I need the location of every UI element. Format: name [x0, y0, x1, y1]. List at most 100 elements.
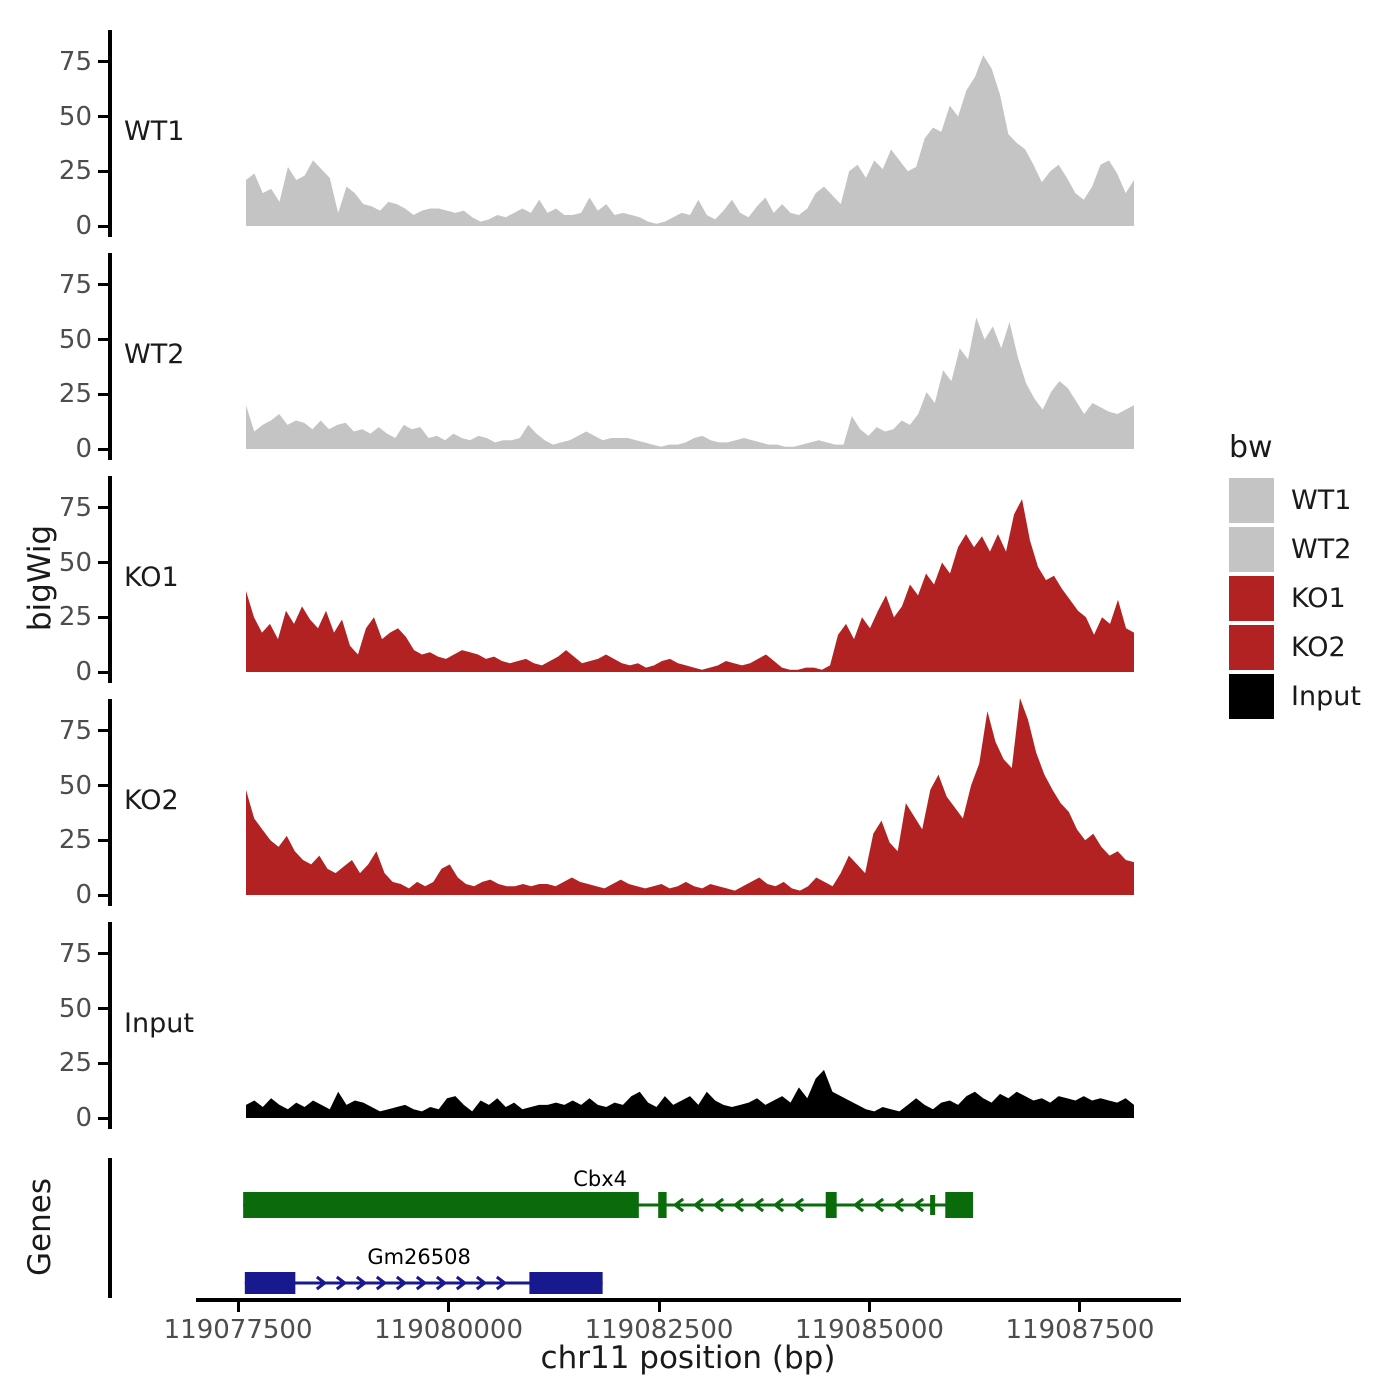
y-tick-label: 25	[58, 825, 92, 856]
strand-arrow	[375, 1275, 388, 1291]
gene-label-gm26508: Gm26508	[367, 1245, 471, 1269]
y-tick-label: 50	[58, 993, 92, 1024]
strand-arrow	[415, 1275, 428, 1291]
y-tick-label: 25	[58, 379, 92, 410]
y-tick	[98, 1007, 108, 1011]
gene-exon	[243, 1192, 639, 1218]
x-tick-label: 119085000	[795, 1315, 944, 1345]
area-wt1	[246, 55, 1134, 226]
gene-exon	[825, 1192, 837, 1218]
y-tick-label: 0	[75, 657, 92, 687]
strand-arrow	[692, 1197, 705, 1213]
y-tick	[98, 283, 108, 287]
y-tick-label: 50	[58, 324, 92, 355]
y-tick-label: 0	[75, 434, 92, 464]
gene-exon	[945, 1192, 974, 1218]
y-tick	[98, 338, 108, 342]
y-tick-label: 25	[58, 1048, 92, 1079]
x-tick	[868, 1302, 871, 1312]
y-tick-label: 25	[58, 602, 92, 633]
x-tick-label: 119080000	[374, 1315, 523, 1345]
y-tick	[98, 447, 108, 451]
legend-key-wt1	[1229, 478, 1274, 523]
track-label-wt2: WT2	[124, 339, 185, 370]
legend-label-wt1: WT1	[1291, 485, 1352, 516]
gene-exon-thin	[930, 1195, 936, 1215]
strand-arrow	[772, 1197, 785, 1213]
y-tick-label: 0	[75, 211, 92, 241]
y-tick	[98, 115, 108, 119]
y-tick-label: 75	[58, 938, 92, 969]
y-axis-line	[108, 30, 112, 237]
gene-exon	[658, 1192, 667, 1218]
area-wt2	[246, 317, 1134, 449]
strand-arrow	[315, 1275, 328, 1291]
genes-axis-line	[108, 1158, 112, 1298]
strand-arrow	[712, 1197, 725, 1213]
y-axis-line	[108, 699, 112, 906]
y-tick-label: 75	[58, 269, 92, 300]
x-tick-label: 119082500	[584, 1315, 734, 1345]
strand-arrow	[752, 1197, 765, 1213]
genes-svg: Cbx4 Gm26508	[243, 1167, 974, 1294]
track-label-input: Input	[124, 1008, 194, 1039]
area-input	[246, 1069, 1134, 1118]
y-tick	[98, 838, 108, 842]
track-panel-ko1: 0 25 50 75 KO1	[0, 476, 1400, 687]
y-tick	[98, 60, 108, 64]
strand-arrow	[792, 1197, 805, 1213]
strand-arrow	[475, 1275, 488, 1291]
area-shape-wt1	[246, 55, 1134, 226]
y-tick	[98, 561, 108, 565]
gene-exon	[529, 1272, 603, 1294]
area-ko2	[246, 698, 1134, 895]
track-label-ko2: KO2	[124, 785, 179, 816]
y-tick-label: 0	[75, 880, 92, 910]
gene-exon	[244, 1272, 296, 1294]
strand-arrow	[355, 1275, 368, 1291]
y-tick	[98, 670, 108, 674]
y-tick	[98, 784, 108, 788]
legend-title: bw	[1229, 430, 1273, 465]
y-tick	[98, 392, 108, 396]
x-tick-label: 119087500	[1005, 1315, 1155, 1345]
y-axis-title-genes: Genes	[22, 1178, 58, 1276]
strand-arrow	[852, 1197, 865, 1213]
y-tick	[98, 615, 108, 619]
area-shape-input	[246, 1069, 1134, 1118]
legend-key-input	[1229, 674, 1274, 719]
y-tick-label: 75	[58, 46, 92, 77]
y-tick-label: 50	[58, 547, 92, 578]
strand-arrow	[435, 1275, 448, 1291]
strand-arrow	[455, 1275, 468, 1291]
legend-label-wt2: WT2	[1291, 534, 1352, 565]
y-axis-line	[108, 476, 112, 683]
y-tick-label: 75	[58, 492, 92, 523]
x-tick	[447, 1302, 451, 1312]
y-tick	[98, 952, 108, 956]
y-tick-label: 50	[58, 101, 92, 132]
x-tick	[1078, 1302, 1082, 1312]
strand-arrow	[732, 1197, 745, 1213]
y-tick	[98, 729, 108, 733]
y-tick	[98, 224, 108, 228]
track-panel-wt1: 0 25 50 75 WT1	[0, 30, 1400, 241]
area-ko1	[246, 499, 1134, 672]
x-tick	[657, 1302, 661, 1312]
area-shape-wt2	[246, 317, 1134, 449]
x-axis-title: chr11 position (bp)	[540, 1340, 836, 1376]
strand-arrow	[335, 1275, 348, 1291]
area-shape-ko2	[246, 698, 1134, 895]
track-label-wt1: WT1	[124, 116, 185, 147]
track-label-ko1: KO1	[124, 562, 179, 593]
area-shape-ko1	[246, 499, 1134, 672]
legend-key-ko1	[1229, 576, 1274, 621]
y-tick	[98, 893, 108, 897]
y-tick-label: 0	[75, 1103, 92, 1133]
strand-arrow	[672, 1197, 685, 1213]
y-tick	[98, 506, 108, 510]
y-tick-label: 50	[58, 770, 92, 801]
strand-arrow	[892, 1197, 905, 1213]
y-tick	[98, 1116, 108, 1120]
